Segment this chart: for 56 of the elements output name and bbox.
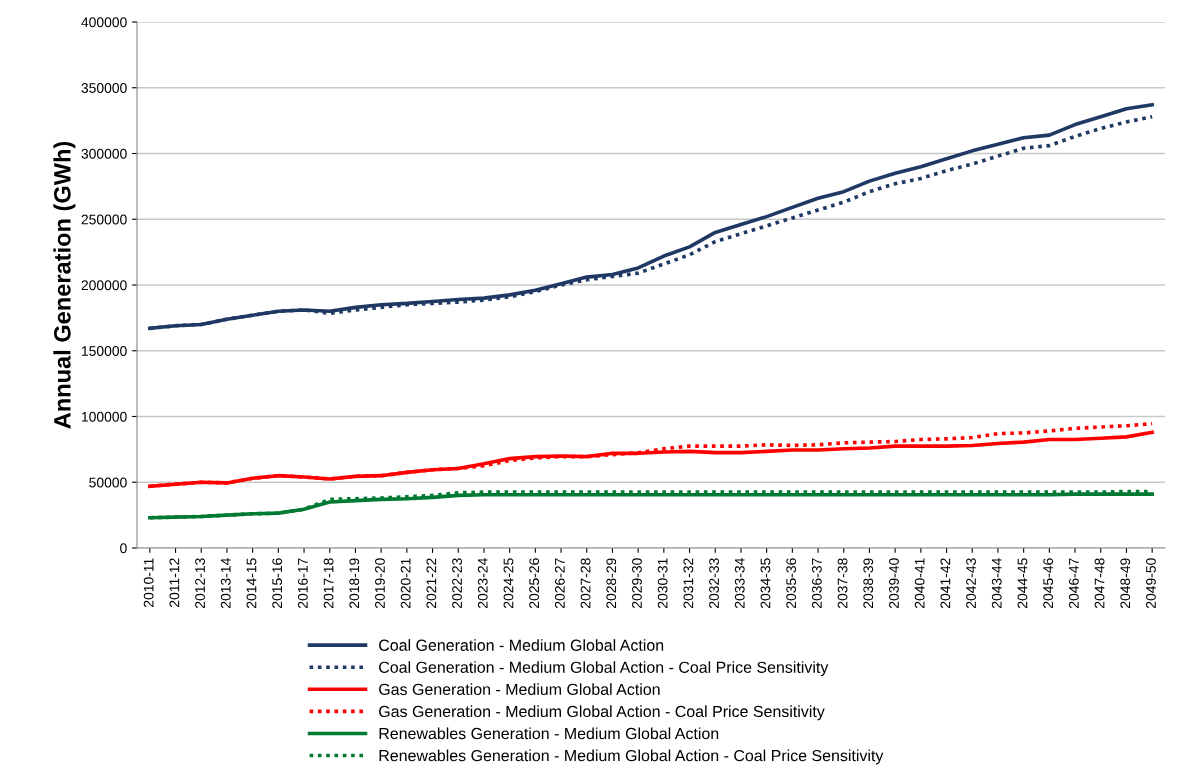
x-tick-label: 2036-37 [811,558,822,608]
x-tick-label: 2033-34 [734,558,745,608]
y-axis-title: Annual Generation (GWh) [53,141,76,429]
x-tick-label: 2048-49 [1120,558,1131,608]
x-tick-label: 2041-42 [940,558,951,608]
x-tick-label: 2037-38 [837,558,848,608]
y-tick-label: 100000 [82,411,127,422]
x-tick-label: 2010-11 [143,558,154,607]
y-tick-label: 400000 [81,17,127,28]
y-tick-label: 350000 [81,83,127,93]
x-tick-label: 2035-36 [786,558,797,608]
x-tick-label: 2040-41 [914,558,925,608]
legend-label: Renewables Generation - Medium Global Action - Coal Price Sensitivity [379,749,884,765]
x-tick-label: 2027-28 [580,558,591,608]
x-tick-label: 2032-33 [709,558,719,608]
x-tick-label: 2024-25 [503,558,514,608]
x-tick-label: 2014-15 [246,558,257,608]
x-tick-label: 2011-12 [169,558,180,607]
x-tick-label: 2015-16 [272,558,283,608]
x-tick-label: 2049-50 [1146,558,1156,608]
x-tick-label: 2021-22 [426,558,437,608]
x-tick-label: 2046-47 [1068,558,1079,608]
y-tick-label: 150000 [82,346,127,356]
x-tick-label: 2025-26 [529,558,540,608]
x-tick-label: 2026-27 [554,558,565,608]
x-tick-label: 2045-46 [1043,558,1054,608]
x-tick-label: 2039-40 [889,558,899,608]
x-tick-label: 2018-19 [349,558,360,608]
x-tick-label: 2028-29 [606,558,617,608]
legend-label: Gas Generation - Medium Global Action [379,683,660,696]
x-tick-label: 2038-39 [863,558,874,608]
y-tick-label: 300000 [81,148,127,159]
x-tick-label: 2029-30 [632,558,642,608]
x-tick-label: 2023-24 [477,558,488,608]
legend-label: Coal Generation - Medium Global Action - Coal Price Sensitivity [379,661,829,677]
x-tick-label: 2020-21 [400,558,411,608]
x-tick-label: 2013-14 [220,558,231,608]
legend-label: Gas Generation - Medium Global Action - Coal Price Sensitivity [379,705,825,721]
x-tick-label: 2016-17 [297,558,308,608]
y-tick-label: 250000 [81,214,127,225]
x-tick-label: 2034-35 [760,558,771,608]
x-tick-label: 2030-31 [657,558,668,608]
legend-label: Renewables Generation - Medium Global Action [379,727,719,740]
x-tick-label: 2022-23 [452,558,462,608]
x-tick-label: 2042-43 [966,558,976,608]
y-tick-label: 0 [120,543,127,554]
x-tick-label: 2043-44 [991,558,1002,608]
legend-label: Coal Generation - Medium Global Action [379,639,664,651]
x-tick-label: 2017-18 [323,558,334,608]
x-tick-label: 2012-13 [195,558,205,608]
y-tick-label: 200000 [81,280,127,291]
x-tick-label: 2044-45 [1017,558,1028,608]
y-tick-label: 50000 [89,477,127,488]
x-tick-label: 2031-32 [683,558,694,608]
x-tick-label: 2047-48 [1094,558,1105,608]
x-tick-label: 2019-20 [375,558,385,608]
